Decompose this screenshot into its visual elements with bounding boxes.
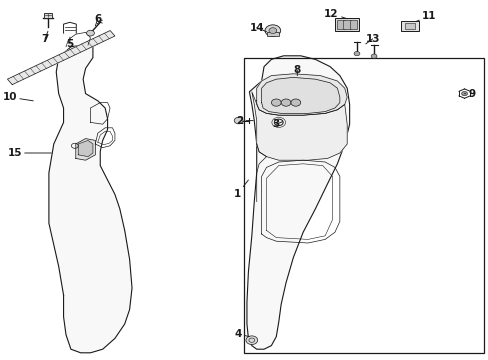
Text: 9: 9 (464, 89, 474, 99)
Polygon shape (78, 140, 93, 157)
Bar (44, 13, 52, 18)
Circle shape (461, 91, 467, 96)
Text: 10: 10 (2, 92, 33, 102)
Text: 2: 2 (236, 116, 253, 126)
Circle shape (281, 99, 290, 106)
Text: 7: 7 (41, 31, 49, 44)
Polygon shape (261, 77, 339, 113)
Circle shape (353, 51, 359, 56)
Bar (336, 20, 344, 29)
Text: 6: 6 (94, 14, 101, 26)
Text: 12: 12 (324, 9, 346, 19)
Circle shape (86, 30, 94, 36)
Text: 3: 3 (272, 119, 282, 129)
Polygon shape (251, 92, 346, 160)
Bar (349, 20, 357, 29)
Circle shape (271, 99, 281, 106)
Text: 8: 8 (293, 65, 300, 76)
Bar (334, 18, 359, 31)
Polygon shape (49, 45, 132, 353)
Text: 1: 1 (233, 180, 248, 199)
Text: 11: 11 (415, 11, 436, 22)
Polygon shape (246, 56, 349, 349)
Bar (244, 58, 483, 353)
Text: 13: 13 (365, 34, 379, 44)
Polygon shape (76, 139, 95, 160)
Bar (404, 23, 414, 29)
Circle shape (290, 99, 300, 106)
Circle shape (370, 54, 376, 58)
Circle shape (264, 25, 280, 36)
Text: 14: 14 (249, 23, 266, 33)
Circle shape (234, 117, 243, 124)
Text: 4: 4 (234, 329, 249, 339)
Bar (266, 32, 278, 36)
Polygon shape (256, 74, 346, 115)
Text: 5: 5 (66, 37, 73, 49)
Bar (343, 20, 350, 29)
Circle shape (245, 336, 257, 345)
Bar (400, 21, 418, 31)
Polygon shape (7, 31, 115, 85)
Text: 15: 15 (7, 148, 51, 158)
Circle shape (268, 28, 276, 33)
